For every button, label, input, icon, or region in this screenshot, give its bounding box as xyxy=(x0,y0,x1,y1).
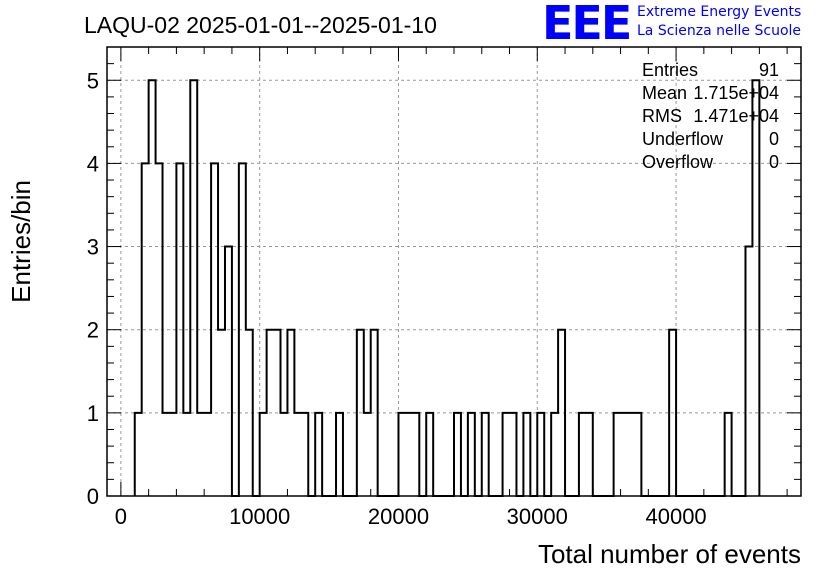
y-tick-label: 5 xyxy=(87,68,99,93)
x-axis-label: Total number of events xyxy=(538,539,801,569)
x-tick-label: 10000 xyxy=(229,504,290,529)
stats-value: 0 xyxy=(769,129,779,149)
logo-line-1: Extreme Energy Events xyxy=(637,4,802,20)
eee-logo-mark: EEE xyxy=(542,0,632,50)
y-tick-label: 1 xyxy=(87,401,99,426)
x-tick-label: 40000 xyxy=(645,504,706,529)
stats-label: RMS xyxy=(642,106,682,126)
histogram-outline xyxy=(133,79,761,497)
stats-label: Entries xyxy=(642,60,698,80)
stats-label: Underflow xyxy=(642,129,724,149)
y-axis-label: Entries/bin xyxy=(6,180,36,303)
stats-box: Entries 91 Mean 1.715e+04 RMS 1.471e+04 Underf… xyxy=(642,60,779,172)
y-tick-label: 2 xyxy=(87,318,99,343)
stats-value: 1.471e+04 xyxy=(693,106,779,126)
stats-label: Mean xyxy=(642,83,687,103)
stats-value: 0 xyxy=(769,152,779,172)
eee-logo-text: Extreme Energy Events La Scienza nelle S… xyxy=(637,3,801,41)
axis-ticks xyxy=(107,46,801,497)
y-tick-label: 4 xyxy=(87,151,99,176)
x-tick-label: 30000 xyxy=(507,504,568,529)
x-tick-label: 20000 xyxy=(368,504,429,529)
x-tick-label: 0 xyxy=(115,504,127,529)
logo-line-2: La Scienza nelle Scuole xyxy=(637,23,802,39)
y-tick-label: 3 xyxy=(87,235,99,260)
y-tick-label: 0 xyxy=(87,484,99,509)
axis-tick-labels: 0 10000 20000 30000 40000 0 1 2 3 4 5 xyxy=(87,68,707,529)
stats-value: 1.715e+04 xyxy=(693,83,779,103)
stats-value: 91 xyxy=(759,60,779,80)
stats-label: Overflow xyxy=(642,152,714,172)
chart-title: LAQU-02 2025-01-01--2025-01-10 xyxy=(84,12,437,38)
